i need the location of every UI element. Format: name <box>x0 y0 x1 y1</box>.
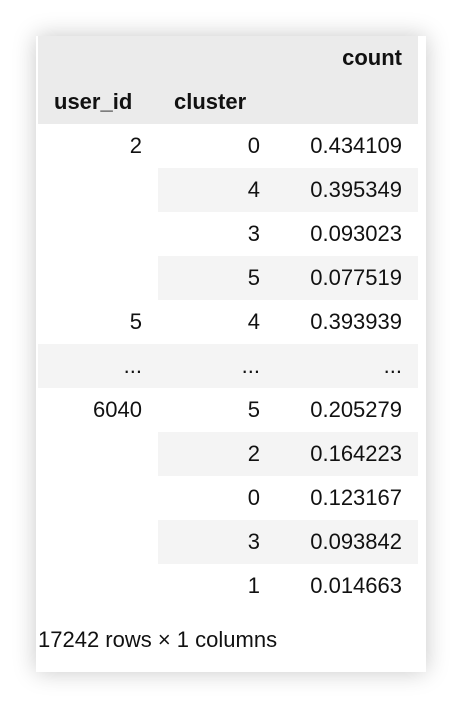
table-row-ellipsis: ... ... ... <box>38 344 418 388</box>
header-row-index-names: user_id cluster <box>38 80 418 124</box>
table-row: 5 0.077519 <box>38 256 418 300</box>
index-header-cluster: cluster <box>158 80 276 124</box>
dataframe-table: count user_id cluster 2 0 0.434109 4 0.3… <box>38 36 418 608</box>
index-header-user-id: user_id <box>38 80 158 124</box>
cluster-cell: 5 <box>247 397 260 422</box>
user-id-cell <box>38 212 158 256</box>
table-row: 3 0.093023 <box>38 212 418 256</box>
user-id-cell: 6040 <box>93 397 142 422</box>
user-id-cell <box>38 520 158 564</box>
table-row: 5 4 0.393939 <box>38 300 418 344</box>
user-id-cell <box>38 564 158 608</box>
count-cell: 0.164223 <box>276 432 418 476</box>
cluster-cell: 5 <box>158 256 276 300</box>
count-cell: 0.123167 <box>310 485 402 510</box>
header-blank <box>38 36 158 80</box>
cluster-cell: 4 <box>247 309 260 334</box>
table-row: 2 0.164223 <box>38 432 418 476</box>
table-row: 6040 5 0.205279 <box>38 388 418 432</box>
cluster-cell: 4 <box>158 168 276 212</box>
cluster-cell: 1 <box>247 573 260 598</box>
count-cell: 0.093842 <box>276 520 418 564</box>
cluster-cell: 0 <box>247 133 260 158</box>
count-cell: 0.434109 <box>310 133 402 158</box>
count-cell: 0.395349 <box>276 168 418 212</box>
count-cell: ... <box>276 344 418 388</box>
user-id-cell: 2 <box>129 133 142 158</box>
user-id-cell <box>38 432 158 476</box>
cluster-cell: ... <box>158 344 276 388</box>
user-id-cell <box>38 256 158 300</box>
count-cell: 0.393939 <box>310 309 402 334</box>
dataframe-shape-footer: 17242 rows × 1 columns <box>38 627 278 652</box>
table-row: 4 0.395349 <box>38 168 418 212</box>
table-row: 2 0 0.434109 <box>38 124 418 168</box>
header-blank <box>276 80 418 124</box>
user-id-cell <box>38 168 158 212</box>
count-cell: 0.205279 <box>310 397 402 422</box>
count-cell: 0.014663 <box>310 573 402 598</box>
table-row: 0 0.123167 <box>38 476 418 520</box>
header-row-columns: count <box>38 36 418 80</box>
cluster-cell: 2 <box>158 432 276 476</box>
table-row: 3 0.093842 <box>38 520 418 564</box>
table-row: 1 0.014663 <box>38 564 418 608</box>
count-cell: 0.077519 <box>276 256 418 300</box>
user-id-cell <box>38 476 158 520</box>
user-id-cell: ... <box>38 344 158 388</box>
header-blank <box>158 36 276 80</box>
user-id-cell: 5 <box>129 309 142 334</box>
count-cell: 0.093023 <box>310 221 402 246</box>
column-header-count: count <box>276 36 418 80</box>
cluster-cell: 3 <box>247 221 260 246</box>
cluster-cell: 0 <box>247 485 260 510</box>
cluster-cell: 3 <box>158 520 276 564</box>
dataframe-output: count user_id cluster 2 0 0.434109 4 0.3… <box>36 36 426 672</box>
